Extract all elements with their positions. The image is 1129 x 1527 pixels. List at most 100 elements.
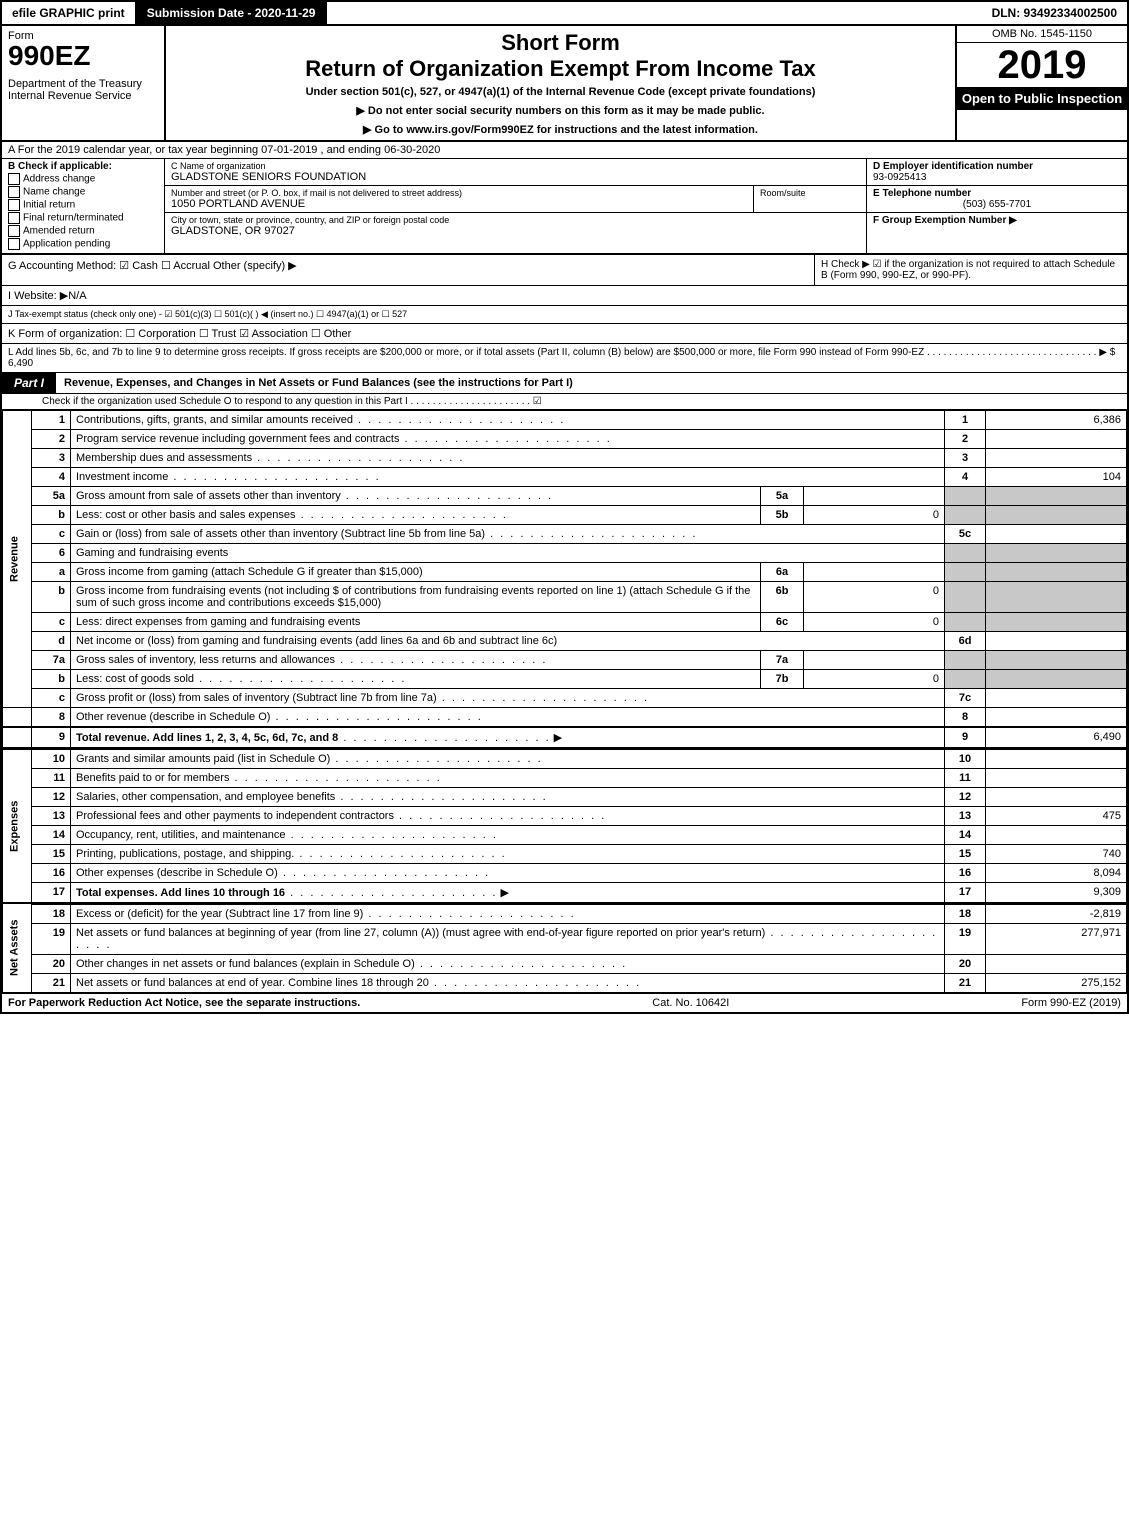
row-i-website: I Website: ▶N/A — [2, 286, 1127, 306]
line-num: 1 — [32, 411, 71, 430]
section-b: B Check if applicable: Address change Na… — [2, 159, 1127, 255]
org-street-row: Number and street (or P. O. box, if mail… — [165, 186, 866, 213]
table-row: 21 Net assets or fund balances at end of… — [3, 974, 1127, 993]
form-header: Form 990EZ Department of the Treasury In… — [2, 26, 1127, 142]
form-id-block: Form 990EZ Department of the Treasury In… — [2, 26, 166, 140]
under-section-text: Under section 501(c), 527, or 4947(a)(1)… — [176, 86, 945, 98]
table-row: 15 Printing, publications, postage, and … — [3, 845, 1127, 864]
goto-link[interactable]: ▶ Go to www.irs.gov/Form990EZ for instru… — [176, 123, 945, 136]
street-value: 1050 PORTLAND AVENUE — [171, 198, 747, 210]
efile-print-button[interactable]: efile GRAPHIC print — [2, 2, 137, 24]
irs-label: Internal Revenue Service — [8, 90, 158, 102]
table-row: 2 Program service revenue including gove… — [3, 430, 1127, 449]
expenses-sidelabel: Expenses — [3, 749, 32, 904]
g-accounting: G Accounting Method: ☑ Cash ☐ Accrual Ot… — [2, 255, 814, 285]
table-row: c Gross profit or (loss) from sales of i… — [3, 689, 1127, 708]
line-amount: 6,386 — [986, 411, 1127, 430]
part1-header: Part I Revenue, Expenses, and Changes in… — [2, 373, 1127, 394]
year-block: OMB No. 1545-1150 2019 Open to Public In… — [955, 26, 1127, 140]
table-row: 11 Benefits paid to or for members 11 — [3, 769, 1127, 788]
table-row: 5a Gross amount from sale of assets othe… — [3, 487, 1127, 506]
table-row: 12 Salaries, other compensation, and emp… — [3, 788, 1127, 807]
line-desc: Contributions, gifts, grants, and simila… — [76, 414, 353, 426]
room-label: Room/suite — [760, 188, 860, 198]
line-ref: 1 — [945, 411, 986, 430]
short-form-title: Short Form — [176, 30, 945, 56]
table-row: 19 Net assets or fund balances at beginn… — [3, 924, 1127, 955]
city-label: City or town, state or province, country… — [171, 215, 860, 225]
table-row: b Less: cost or other basis and sales ex… — [3, 506, 1127, 525]
topbar-spacer — [327, 2, 981, 24]
org-name: GLADSTONE SENIORS FOUNDATION — [171, 171, 860, 183]
check-amended-return[interactable]: Amended return — [8, 225, 158, 237]
warning-text: ▶ Do not enter social security numbers o… — [176, 104, 945, 117]
phone-value: (503) 655-7701 — [873, 199, 1121, 210]
page-footer: For Paperwork Reduction Act Notice, see … — [2, 993, 1127, 1012]
org-city-row: City or town, state or province, country… — [165, 213, 866, 239]
table-row: Expenses 10 Grants and similar amounts p… — [3, 749, 1127, 769]
ein-value: 93-0925413 — [873, 172, 1121, 183]
table-row: 17 Total expenses. Add lines 10 through … — [3, 883, 1127, 904]
row-gh: G Accounting Method: ☑ Cash ☐ Accrual Ot… — [2, 255, 1127, 286]
h-schedule-b: H Check ▶ ☑ if the organization is not r… — [814, 255, 1127, 285]
col-b-checks: B Check if applicable: Address change Na… — [2, 159, 165, 253]
ein-block: D Employer identification number 93-0925… — [867, 159, 1127, 186]
table-row: c Less: direct expenses from gaming and … — [3, 613, 1127, 632]
table-row: Net Assets 18 Excess or (deficit) for th… — [3, 904, 1127, 924]
table-row: Revenue 1 Contributions, gifts, grants, … — [3, 411, 1127, 430]
netassets-sidelabel: Net Assets — [3, 904, 32, 993]
table-row: 14 Occupancy, rent, utilities, and maint… — [3, 826, 1127, 845]
row-j-taxexempt: J Tax-exempt status (check only one) - ☑… — [2, 306, 1127, 324]
revenue-sidelabel: Revenue — [3, 411, 32, 708]
check-application-pending[interactable]: Application pending — [8, 238, 158, 250]
f-label: F Group Exemption Number ▶ — [873, 215, 1121, 226]
table-row: c Gain or (loss) from sale of assets oth… — [3, 525, 1127, 544]
part1-tab: Part I — [2, 373, 56, 393]
part1-table: Revenue 1 Contributions, gifts, grants, … — [2, 410, 1127, 993]
col-b-right: D Employer identification number 93-0925… — [866, 159, 1127, 253]
form-990ez-page: efile GRAPHIC print Submission Date - 20… — [0, 0, 1129, 1014]
footer-mid: Cat. No. 10642I — [652, 997, 729, 1009]
d-label: D Employer identification number — [873, 161, 1121, 172]
tax-year: 2019 — [957, 43, 1127, 87]
table-row: 7a Gross sales of inventory, less return… — [3, 651, 1127, 670]
table-row: 16 Other expenses (describe in Schedule … — [3, 864, 1127, 883]
c-label: C Name of organization — [171, 161, 860, 171]
row-k-orgform: K Form of organization: ☐ Corporation ☐ … — [2, 324, 1127, 344]
part1-title: Revenue, Expenses, and Changes in Net As… — [56, 374, 581, 392]
form-number: 990EZ — [8, 42, 158, 70]
omb-number: OMB No. 1545-1150 — [957, 26, 1127, 43]
row-a-taxyear: A For the 2019 calendar year, or tax yea… — [2, 142, 1127, 159]
table-row: d Net income or (loss) from gaming and f… — [3, 632, 1127, 651]
top-bar: efile GRAPHIC print Submission Date - 20… — [2, 2, 1127, 26]
street-label: Number and street (or P. O. box, if mail… — [171, 188, 747, 198]
dept-label: Department of the Treasury — [8, 78, 158, 90]
form-title-block: Short Form Return of Organization Exempt… — [166, 26, 955, 140]
check-address-change[interactable]: Address change — [8, 173, 158, 185]
table-row: 3 Membership dues and assessments 3 — [3, 449, 1127, 468]
table-row: a Gross income from gaming (attach Sched… — [3, 563, 1127, 582]
dln-label: DLN: 93492334002500 — [982, 2, 1127, 24]
e-label: E Telephone number — [873, 188, 1121, 199]
table-row: 4 Investment income 4 104 — [3, 468, 1127, 487]
b-label: B Check if applicable: — [8, 161, 158, 172]
check-final-return[interactable]: Final return/terminated — [8, 212, 158, 224]
submission-date-button[interactable]: Submission Date - 2020-11-29 — [137, 2, 328, 24]
table-row: b Gross income from fundraising events (… — [3, 582, 1127, 613]
table-row: 9 Total revenue. Add lines 1, 2, 3, 4, 5… — [3, 727, 1127, 749]
row-l-grossreceipts: L Add lines 5b, 6c, and 7b to line 9 to … — [2, 344, 1127, 373]
table-row: 6 Gaming and fundraising events — [3, 544, 1127, 563]
footer-right: Form 990-EZ (2019) — [1021, 997, 1121, 1009]
table-row: 13 Professional fees and other payments … — [3, 807, 1127, 826]
return-title: Return of Organization Exempt From Incom… — [176, 56, 945, 82]
table-row: b Less: cost of goods sold 7b 0 — [3, 670, 1127, 689]
part1-note: Check if the organization used Schedule … — [2, 394, 1127, 410]
city-value: GLADSTONE, OR 97027 — [171, 225, 860, 237]
group-exemption-block: F Group Exemption Number ▶ — [867, 213, 1127, 228]
check-name-change[interactable]: Name change — [8, 186, 158, 198]
open-public-badge: Open to Public Inspection — [957, 87, 1127, 110]
footer-left: For Paperwork Reduction Act Notice, see … — [8, 997, 360, 1009]
phone-block: E Telephone number (503) 655-7701 — [867, 186, 1127, 213]
check-initial-return[interactable]: Initial return — [8, 199, 158, 211]
org-name-row: C Name of organization GLADSTONE SENIORS… — [165, 159, 866, 186]
